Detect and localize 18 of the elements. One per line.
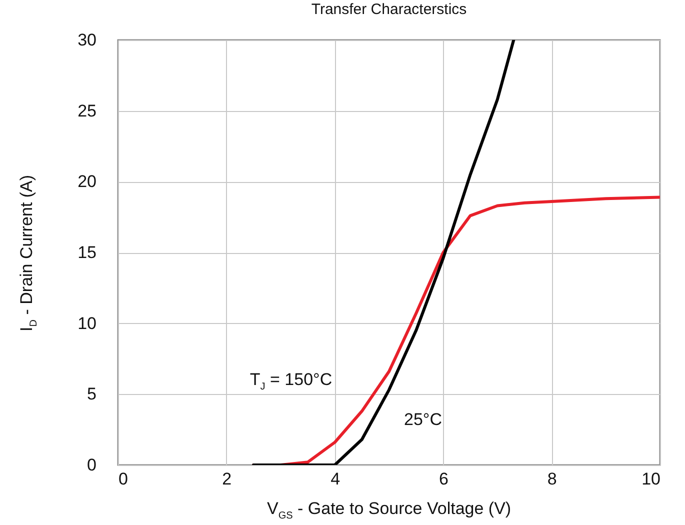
x-axis-title: V$_{GS}$ - Gate to Source Voltage (V) xyxy=(267,499,512,522)
x-tick-label: 0 xyxy=(118,470,128,488)
y-tick-label: 0 xyxy=(87,456,96,474)
y-tick-label: 5 xyxy=(87,384,96,404)
x-tick-label: 2 xyxy=(222,470,232,488)
x-tick-label: 6 xyxy=(438,470,448,488)
line-series xyxy=(252,40,516,465)
y-tick-label: 15 xyxy=(78,243,96,262)
y-tick-label: 30 xyxy=(78,30,96,50)
text: T$_{J}$ = 150°C xyxy=(250,370,332,393)
y-tick-label: 10 xyxy=(78,314,96,333)
series-label: 25°C xyxy=(404,410,442,430)
x-tick-label: 4 xyxy=(330,470,340,488)
x-tick-label: 8 xyxy=(547,470,557,488)
chart-title: Transfer Characterstics xyxy=(311,1,467,18)
y-tick-label: 20 xyxy=(78,172,96,192)
y-tick-label: 25 xyxy=(78,101,96,120)
x-tick-label: 10 xyxy=(642,470,660,488)
